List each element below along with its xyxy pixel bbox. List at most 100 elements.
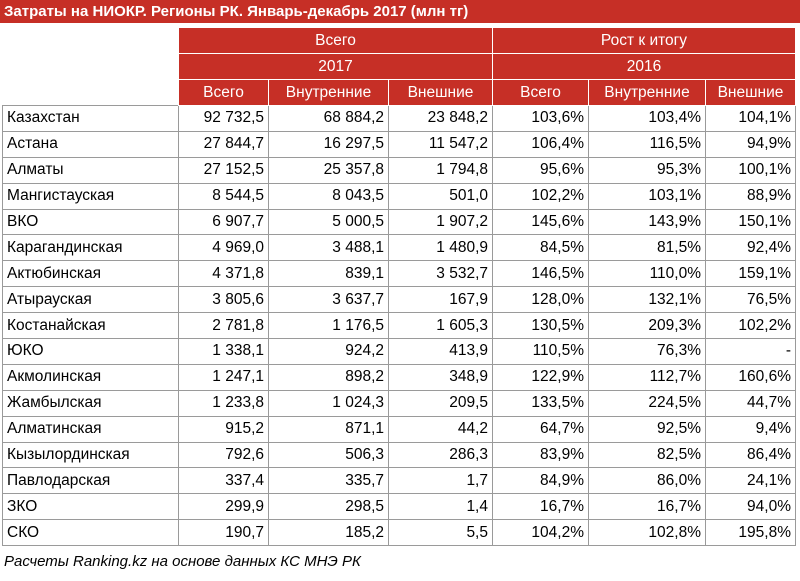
value-cell: 160,6% [705,363,796,391]
value-cell: 8 544,5 [178,182,269,210]
value-cell: 1 338,1 [178,338,269,365]
value-cell: 1 907,2 [388,208,493,236]
value-cell: 92,4% [705,234,796,262]
region-name: Акмолинская [2,363,179,391]
column-header: Внешние [705,79,796,106]
table-row: Алматинская 915,2 871,1 44,2 64,7% 92,5% 9,4% [2,415,796,443]
value-cell: 5,5 [388,519,493,547]
value-cell: 145,6% [492,208,589,236]
value-cell: 103,1% [588,182,706,210]
value-cell: 506,3 [268,441,389,469]
year-header: 2017 [178,53,493,80]
value-cell: 133,5% [492,389,589,417]
value-cell: 1,7 [388,467,493,495]
table-row: ЮКО 1 338,1 924,2 413,9 110,5% 76,3% - [2,338,796,365]
table-row: Карагандинская 4 969,0 3 488,1 1 480,9 84,5%… [2,234,796,262]
table-row: Акмолинская 1 247,1 898,2 348,9 122,9% 112,7%… [2,363,796,391]
value-cell: 83,9% [492,441,589,469]
table-row: Атырауская 3 805,6 3 637,7 167,9 128,0% 132,1… [2,286,796,314]
region-name: ЗКО [2,493,179,521]
table-row: Жамбылская 1 233,8 1 024,3 209,5 133,5% 224,5… [2,389,796,417]
region-name: Атырауская [2,286,179,314]
value-cell: 4 371,8 [178,260,269,288]
region-name: Кызылординская [2,441,179,469]
value-cell: 92,5% [588,415,706,443]
value-cell: - [705,338,796,365]
value-cell: 11 547,2 [388,130,493,158]
value-cell: 104,1% [705,105,796,132]
blank-cell [2,79,179,106]
value-cell: 128,0% [492,286,589,314]
value-cell: 185,2 [268,519,389,547]
value-cell: 224,5% [588,389,706,417]
value-cell: 413,9 [388,338,493,365]
table-row: Астана 27 844,7 16 297,5 11 547,2 106,4% 116,… [2,130,796,158]
table-row: Мангистауская 8 544,5 8 043,5 501,0 102,2% 10… [2,182,796,210]
value-cell: 143,9% [588,208,706,236]
region-name: Алматинская [2,415,179,443]
value-cell: 27 152,5 [178,156,269,184]
value-cell: 6 907,7 [178,208,269,236]
value-cell: 5 000,5 [268,208,389,236]
region-name: СКО [2,519,179,547]
value-cell: 1 794,8 [388,156,493,184]
value-cell: 915,2 [178,415,269,443]
value-cell: 86,4% [705,441,796,469]
value-cell: 110,0% [588,260,706,288]
value-cell: 103,4% [588,105,706,132]
region-name: Казахстан [2,105,179,132]
value-cell: 68 884,2 [268,105,389,132]
header-row: Всего Рост к итогу [2,27,796,54]
table-row: Павлодарская 337,4 335,7 1,7 84,9% 86,0% 24,1% [2,467,796,495]
value-cell: 94,9% [705,130,796,158]
table-title: Затраты на НИОКР. Регионы РК. Январь-дек… [0,0,800,23]
value-cell: 167,9 [388,286,493,314]
value-cell: 286,3 [388,441,493,469]
group-header: Рост к итогу [492,27,796,54]
value-cell: 3 637,7 [268,286,389,314]
value-cell: 23 848,2 [388,105,493,132]
value-cell: 190,7 [178,519,269,547]
value-cell: 100,1% [705,156,796,184]
column-header: Внешние [388,79,493,106]
group-header: Всего [178,27,493,54]
value-cell: 1,4 [388,493,493,521]
blank-cell [2,53,179,80]
region-name: Карагандинская [2,234,179,262]
value-cell: 501,0 [388,182,493,210]
value-cell: 16,7% [588,493,706,521]
value-cell: 195,8% [705,519,796,547]
value-cell: 84,5% [492,234,589,262]
region-name: Костанайская [2,312,179,340]
region-name: Павлодарская [2,467,179,495]
value-cell: 839,1 [268,260,389,288]
value-cell: 88,9% [705,182,796,210]
column-header: Всего [178,79,269,106]
value-cell: 1 176,5 [268,312,389,340]
value-cell: 81,5% [588,234,706,262]
region-name: Актюбинская [2,260,179,288]
table-row: ВКО 6 907,7 5 000,5 1 907,2 145,6% 143,9% 150,… [2,208,796,236]
value-cell: 298,5 [268,493,389,521]
value-cell: 871,1 [268,415,389,443]
value-cell: 1 480,9 [388,234,493,262]
value-cell: 146,5% [492,260,589,288]
value-cell: 104,2% [492,519,589,547]
value-cell: 150,1% [705,208,796,236]
value-cell: 924,2 [268,338,389,365]
value-cell: 8 043,5 [268,182,389,210]
value-cell: 44,2 [388,415,493,443]
column-header: Внутренние [268,79,389,106]
value-cell: 116,5% [588,130,706,158]
value-cell: 337,4 [178,467,269,495]
value-cell: 122,9% [492,363,589,391]
value-cell: 4 969,0 [178,234,269,262]
column-header: Внутренние [588,79,706,106]
region-name: ВКО [2,208,179,236]
value-cell: 159,1% [705,260,796,288]
blank-cell [2,27,179,54]
value-cell: 1 024,3 [268,389,389,417]
table-body: Казахстан 92 732,5 68 884,2 23 848,2 103,6% 1… [2,105,796,547]
value-cell: 106,4% [492,130,589,158]
header-row: Всего Внутренние Внешние Всего Внутренние Вне… [2,79,796,106]
